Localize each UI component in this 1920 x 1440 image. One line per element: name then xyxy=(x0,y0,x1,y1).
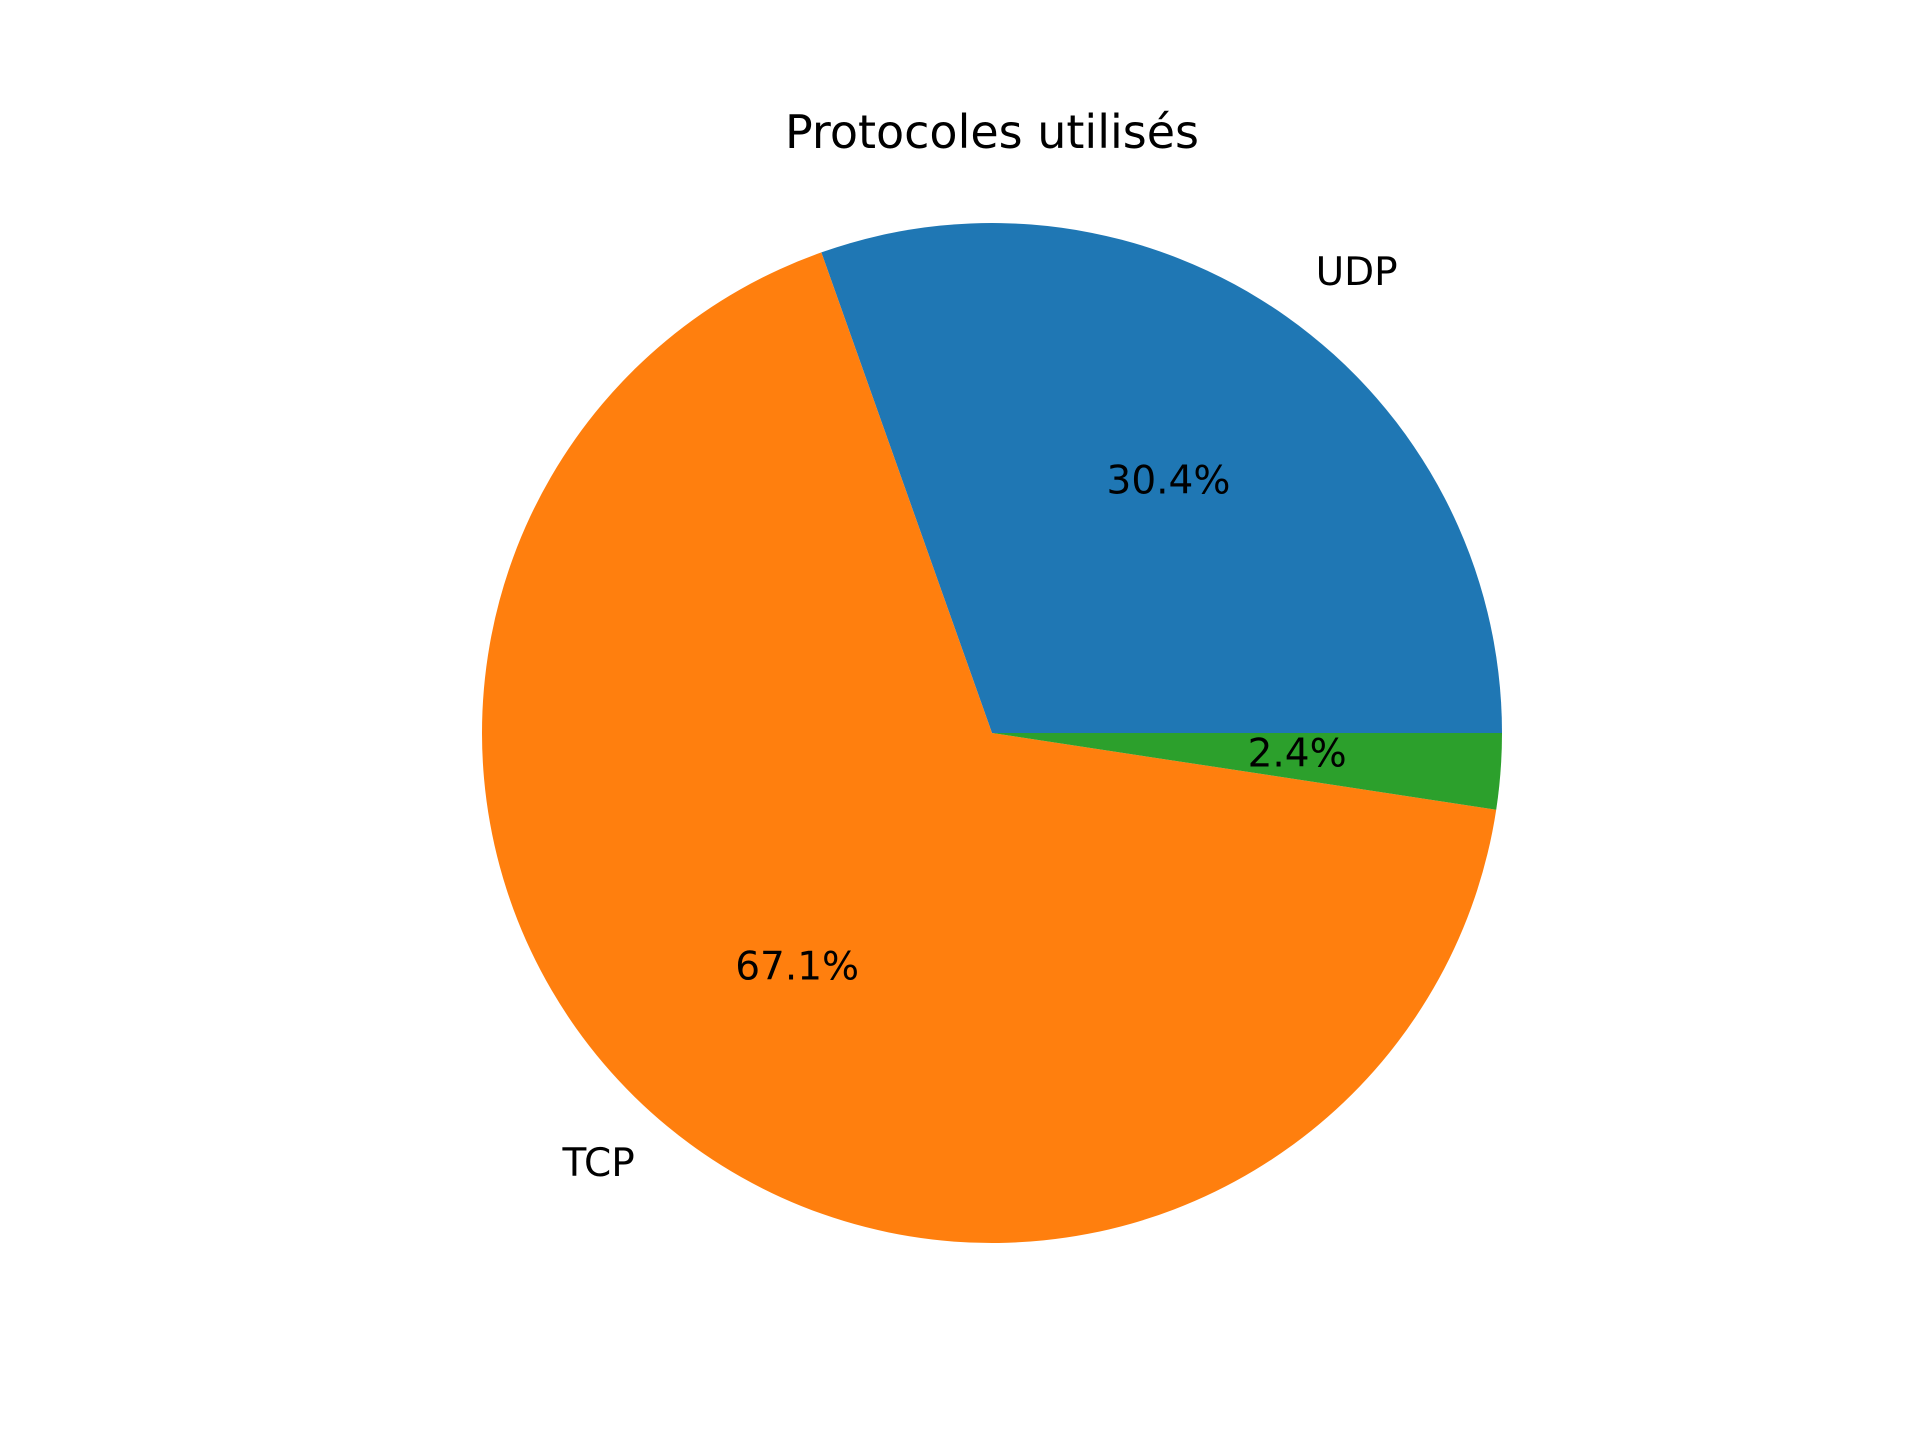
pie-slice-udp xyxy=(821,223,1502,733)
slice-label-udp: UDP xyxy=(1316,250,1398,295)
slice-percent-slice-3: 2.4% xyxy=(1248,732,1347,777)
pie-slice-slice-3 xyxy=(992,733,1502,810)
pie-group: UDP 30.4% TCP 67.1% 2.4% xyxy=(482,223,1502,1243)
slice-label-tcp: TCP xyxy=(561,1141,634,1186)
chart-title: Protocoles utilisés xyxy=(785,105,1199,159)
slice-percent-tcp: 67.1% xyxy=(735,944,859,989)
slice-percent-udp: 30.4% xyxy=(1107,459,1231,504)
pie-slice-tcp xyxy=(482,252,1497,1243)
